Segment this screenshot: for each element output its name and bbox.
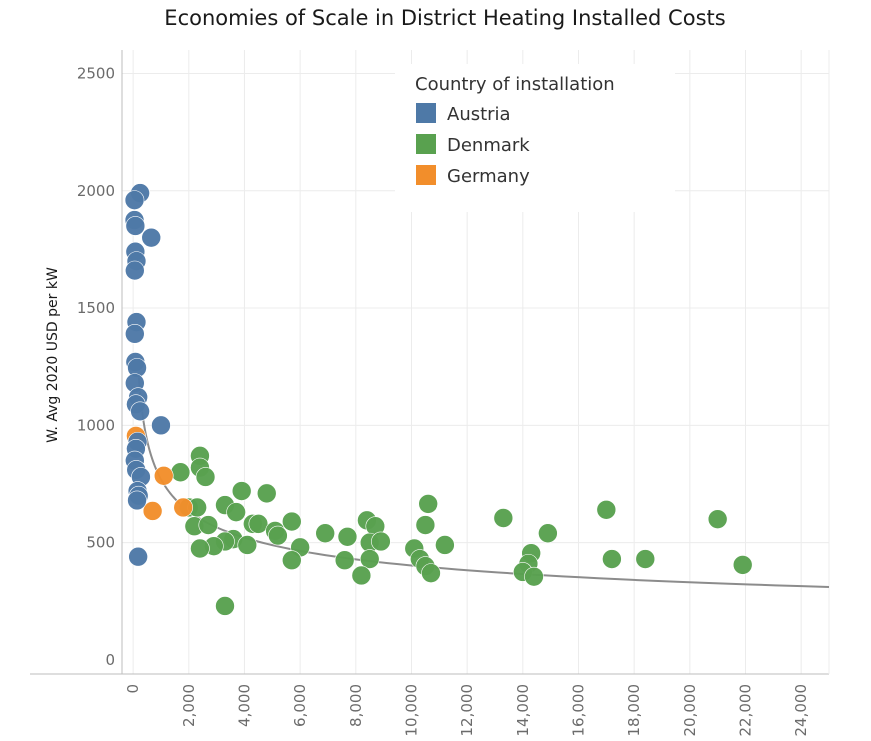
legend-background xyxy=(395,64,675,212)
data-point-denmark xyxy=(538,523,558,544)
x-tick-label: 0 xyxy=(124,684,142,694)
data-point-denmark xyxy=(359,549,380,569)
data-point-austria xyxy=(130,401,150,422)
x-tick-label: 6,000 xyxy=(291,684,309,727)
data-point-denmark xyxy=(351,565,372,586)
data-point-austria xyxy=(141,227,162,248)
legend-title: Country of installation xyxy=(415,74,615,95)
data-point-denmark xyxy=(635,549,656,569)
data-point-austria xyxy=(127,490,147,511)
legend-label: Germany xyxy=(447,166,530,187)
data-point-denmark xyxy=(371,531,391,552)
data-point-denmark xyxy=(435,535,455,555)
trend-line xyxy=(137,375,830,589)
data-point-austria xyxy=(151,415,171,436)
data-point-denmark xyxy=(170,462,191,483)
chart-title: Economies of Scale in District Heating I… xyxy=(164,6,725,30)
data-point-denmark xyxy=(493,508,514,528)
data-point-austria xyxy=(125,324,145,344)
y-tick-label: 500 xyxy=(86,534,115,552)
data-point-austria xyxy=(125,260,145,281)
y-tick-label: 1000 xyxy=(77,416,115,434)
data-point-denmark xyxy=(248,514,269,534)
data-point-denmark xyxy=(421,563,441,583)
trend-line-layer xyxy=(137,375,830,589)
x-tick-label: 4,000 xyxy=(235,684,253,727)
x-tick-label: 20,000 xyxy=(681,684,699,737)
data-point-denmark xyxy=(215,596,235,616)
data-point-denmark xyxy=(281,511,302,532)
y-tick-label: 1500 xyxy=(77,299,115,317)
data-point-germany xyxy=(153,465,174,486)
x-tick-label: 12,000 xyxy=(458,684,476,737)
x-tick-label: 14,000 xyxy=(514,684,532,737)
data-point-germany xyxy=(173,497,194,518)
data-point-denmark xyxy=(226,502,246,522)
y-tick-label: 2000 xyxy=(77,182,115,200)
x-tick-label: 18,000 xyxy=(625,684,643,737)
x-tick-label: 10,000 xyxy=(402,684,420,737)
data-point-denmark xyxy=(337,526,358,547)
data-point-austria xyxy=(128,546,148,567)
data-point-denmark xyxy=(732,555,753,575)
legend-label: Austria xyxy=(447,104,511,125)
data-point-denmark xyxy=(524,566,544,587)
x-tick-label: 8,000 xyxy=(347,684,365,727)
x-tick-label: 22,000 xyxy=(736,684,754,737)
data-point-denmark xyxy=(237,535,258,555)
data-point-denmark xyxy=(195,467,216,487)
data-point-denmark xyxy=(602,549,622,569)
legend-item-germany[interactable]: Germany xyxy=(416,165,530,187)
data-point-austria xyxy=(125,216,146,236)
data-point-denmark xyxy=(315,523,335,544)
y-tick-label: 0 xyxy=(105,651,115,669)
axes: 0 500 1000 1500 2000 2500 0 2,000 4,000 6,000 8,00… xyxy=(30,50,830,737)
data-point-denmark xyxy=(418,494,438,514)
x-tick-label: 24,000 xyxy=(792,684,810,737)
data-point-denmark xyxy=(281,550,302,571)
data-point-denmark xyxy=(190,538,210,559)
data-point-denmark xyxy=(256,483,277,504)
data-point-denmark xyxy=(596,499,617,520)
legend-swatch xyxy=(416,103,436,123)
legend-label: Denmark xyxy=(447,135,530,156)
data-point-denmark xyxy=(231,481,252,501)
data-point-germany xyxy=(142,501,163,521)
legend-swatch xyxy=(416,134,436,154)
x-tick-label: 2,000 xyxy=(180,684,198,727)
data-point-denmark xyxy=(415,515,436,535)
legend-swatch xyxy=(416,165,436,185)
legend[interactable]: Country of installation Austria Denmark Ge… xyxy=(395,64,675,212)
data-point-denmark xyxy=(198,515,219,535)
data-point-denmark xyxy=(334,550,355,571)
data-point-denmark xyxy=(268,525,288,546)
legend-item-austria[interactable]: Austria xyxy=(416,103,511,125)
y-axis-label: W. Avg 2020 USD per kW xyxy=(45,267,61,443)
x-tick-label: 16,000 xyxy=(569,684,587,737)
legend-item-denmark[interactable]: Denmark xyxy=(416,134,530,156)
data-point-denmark xyxy=(707,509,728,529)
y-tick-label: 2500 xyxy=(77,64,115,82)
data-point-austria xyxy=(124,190,145,210)
data-points xyxy=(124,183,753,616)
